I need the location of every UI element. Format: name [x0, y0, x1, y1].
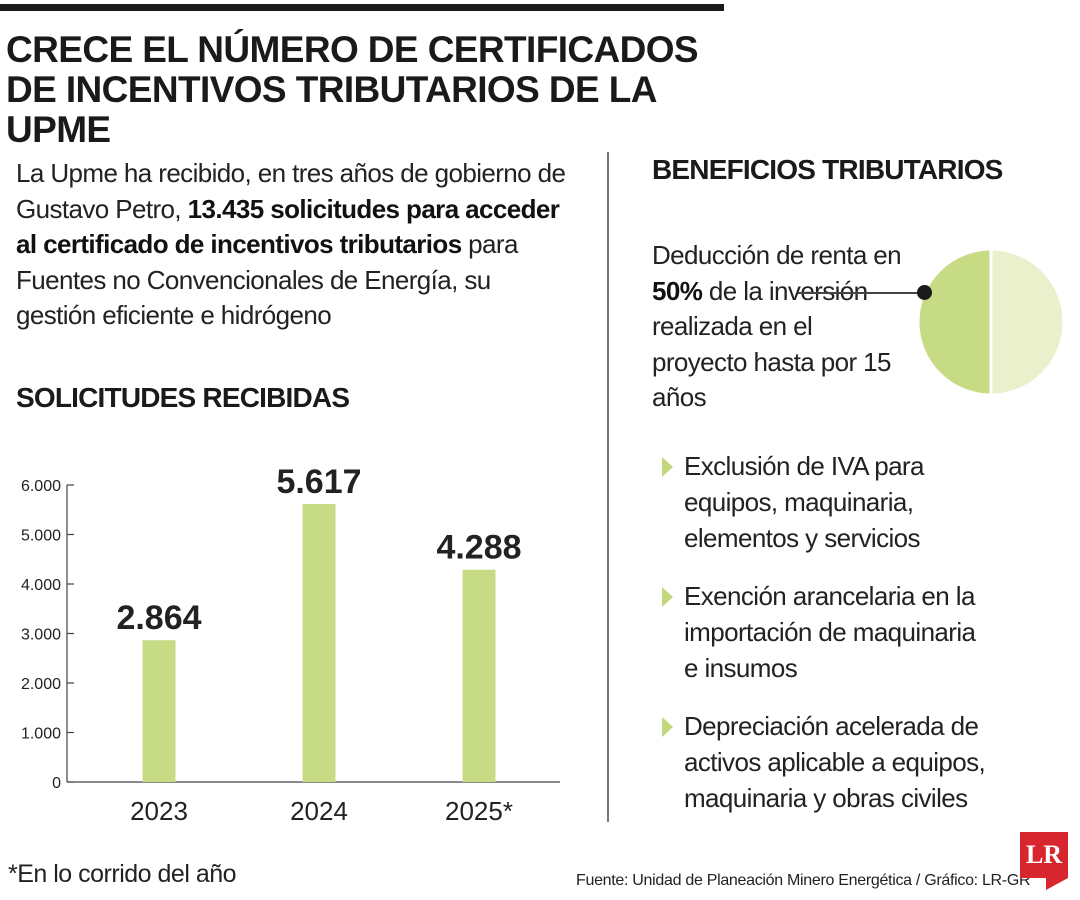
- benefit-item-depreciacion: Depreciación acelerada de activos aplica…: [662, 708, 992, 816]
- connector-line: [798, 292, 922, 294]
- triangle-bullet-icon: [662, 717, 673, 737]
- x-tick-label: 2024: [290, 796, 348, 826]
- intro-text-part2: para Fuentes no Convencionales de Energí…: [16, 229, 518, 330]
- y-tick-label: 6.000: [21, 478, 61, 495]
- intro-paragraph: La Upme ha recibido, en tres años de gob…: [16, 156, 576, 334]
- page-title-line1: CRECE EL NÚMERO DE CERTIFICADOS: [6, 29, 699, 70]
- lr-logo: LR: [1020, 832, 1068, 878]
- source-credit: Fuente: Unidad de Planeación Minero Ener…: [576, 872, 1031, 889]
- page-title: CRECE EL NÚMERO DE CERTIFICADOS DE INCEN…: [6, 30, 746, 150]
- bar-value-label: 4.288: [436, 529, 521, 567]
- x-tick-label: 2023: [130, 796, 188, 826]
- bar-chart: 0 1.000 2.000 3.000 4.000 5.000 6.000 2.864 2023…: [21, 463, 560, 826]
- x-tick-label: 2025*: [445, 796, 513, 826]
- benefit-text: Depreciación acelerada de activos aplica…: [684, 711, 986, 813]
- benefit-text: Exclusión de IVA para equipos, maquinari…: [684, 451, 924, 553]
- bar: [142, 640, 176, 782]
- deduction-text-pre: Deducción de renta en: [652, 240, 902, 270]
- bar: [302, 503, 336, 782]
- triangle-bullet-icon: [662, 457, 673, 477]
- deduction-pie: [916, 248, 1066, 397]
- benefits-heading: BENEFICIOS TRIBUTARIOS: [652, 154, 1003, 185]
- pie-slice-deduction: [916, 248, 993, 397]
- intro-text-bold: 13.435 solicitudes para acceder al certi…: [16, 193, 560, 260]
- benefit-item-iva: Exclusión de IVA para equipos, maquinari…: [662, 448, 992, 556]
- deduction-text: Deducción de renta en 50% de la inversió…: [652, 238, 912, 416]
- top-rule: [0, 4, 724, 11]
- lr-logo-tail: [1046, 878, 1068, 890]
- intro-text-part1: La Upme ha recibido, en tres años de gob…: [16, 158, 566, 224]
- pie-slice-rest: [989, 248, 1066, 397]
- deduction-percent: 50%: [652, 275, 703, 306]
- y-tick-label: 5.000: [21, 528, 61, 545]
- y-tick-label: 4.000: [21, 577, 61, 594]
- benefit-text: Exención arancelaria en la importación d…: [684, 581, 976, 683]
- column-divider: [607, 152, 609, 822]
- y-tick-label: 3.000: [21, 627, 61, 644]
- page-title-line2: DE INCENTIVOS TRIBUTARIOS DE LA UPME: [6, 69, 656, 150]
- connector-dot: [917, 285, 932, 300]
- y-tick-label: 1.000: [21, 726, 61, 743]
- benefit-item-arancel: Exención arancelaria en la importación d…: [662, 578, 992, 686]
- deduction-text-post: de la inversión realizada en el proyecto…: [652, 275, 892, 413]
- y-tick-label: 0: [52, 775, 61, 792]
- bar-value-label: 2.864: [116, 599, 201, 637]
- triangle-bullet-icon: [662, 587, 673, 607]
- bar-value-label: 5.617: [276, 463, 361, 501]
- y-tick-label: 2.000: [21, 676, 61, 693]
- bar: [462, 569, 496, 782]
- footnote: *En lo corrido del año: [8, 860, 237, 888]
- chart-heading: SOLICITUDES RECIBIDAS: [16, 382, 350, 413]
